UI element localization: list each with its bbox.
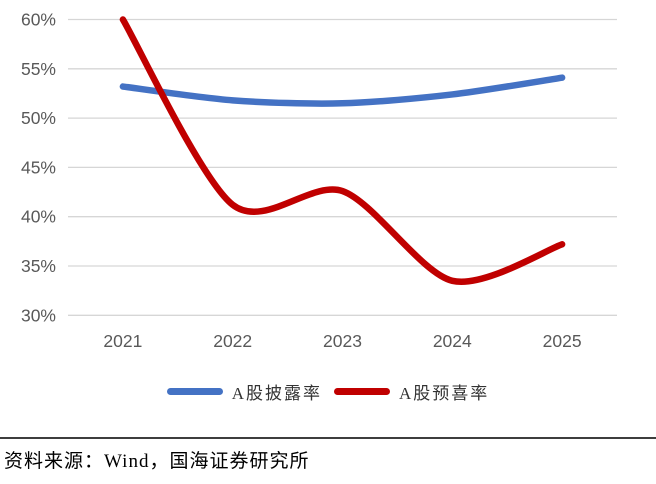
x-tick-label: 2021 xyxy=(103,331,142,351)
series-line-1 xyxy=(119,16,566,286)
legend-swatch-0 xyxy=(166,387,223,395)
legend-label-0: A股披露率 xyxy=(231,383,322,403)
legend-item-1: A股预喜率 xyxy=(334,379,489,404)
y-tick-label: 35% xyxy=(21,256,56,276)
line-chart: 60% 55% 50% 45% 40% 35% 30% 2021 2022 2023 2024 202… xyxy=(21,10,617,351)
y-tick-label: 55% xyxy=(21,59,56,79)
chart-area: 60% 55% 50% 45% 40% 35% 30% 2021 2022 2023 2024 202… xyxy=(21,10,617,351)
x-tick-label: 2022 xyxy=(213,331,252,351)
x-tick-label: 2023 xyxy=(323,331,362,351)
x-tick-label: 2024 xyxy=(433,331,472,351)
footer-divider: 资料来源：Wind，国海证券研究所 xyxy=(0,437,656,473)
series-line-0 xyxy=(119,74,566,107)
y-tick-label: 50% xyxy=(21,108,56,128)
legend-label-1: A股预喜率 xyxy=(399,383,490,403)
source-text: 资料来源：Wind，国海证券研究所 xyxy=(4,451,310,472)
legend-item-0: A股披露率 xyxy=(166,379,322,404)
y-tick-label: 40% xyxy=(21,207,56,227)
legend-swatch-1 xyxy=(334,387,390,395)
y-tick-label: 45% xyxy=(21,157,56,177)
y-tick-label: 30% xyxy=(21,305,56,325)
y-tick-label: 60% xyxy=(21,10,56,30)
chart-legend: A股披露率 A股预喜率 xyxy=(0,379,656,404)
x-tick-label: 2025 xyxy=(543,331,582,351)
